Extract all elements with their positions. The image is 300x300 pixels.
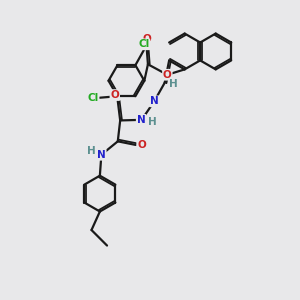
Text: Cl: Cl (87, 93, 99, 103)
Text: N: N (97, 150, 106, 160)
Text: O: O (142, 34, 151, 44)
Text: N: N (137, 115, 146, 125)
Text: H: H (148, 117, 157, 127)
Text: H: H (87, 146, 96, 156)
Text: O: O (110, 90, 119, 100)
Text: H: H (169, 79, 178, 89)
Text: Cl: Cl (138, 39, 149, 49)
Text: N: N (150, 96, 159, 106)
Text: O: O (163, 70, 172, 80)
Text: O: O (137, 140, 146, 150)
